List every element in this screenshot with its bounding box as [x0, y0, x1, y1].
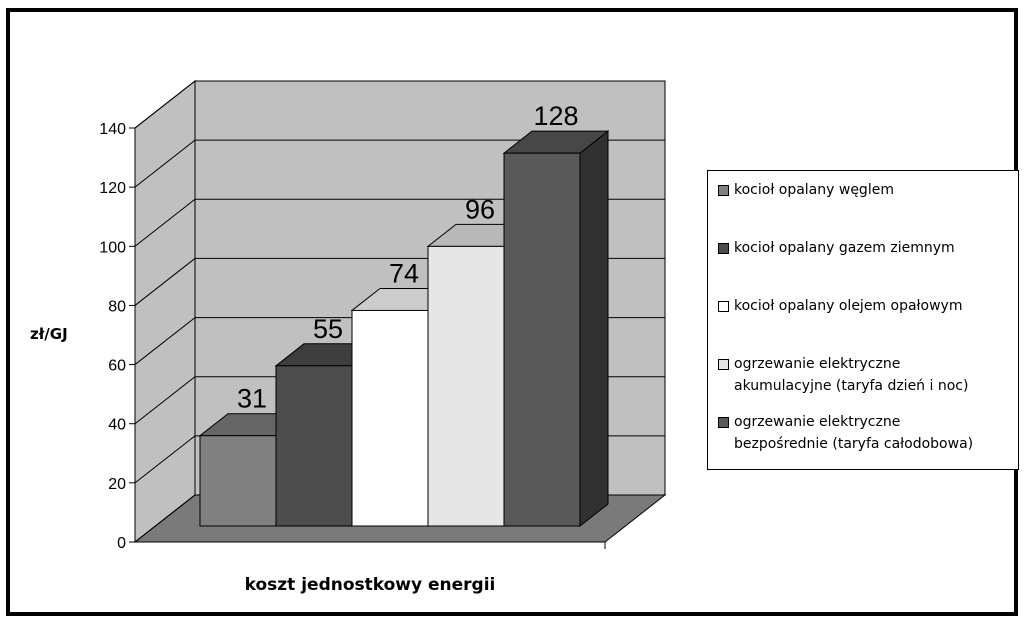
data-label: 74	[389, 258, 419, 288]
legend-item: ogrzewanie elektryczne akumulacyjne (tar…	[718, 353, 1014, 397]
y-tick-label: 40	[108, 417, 126, 434]
y-tick-label: 60	[108, 358, 126, 375]
legend-swatch	[718, 417, 729, 428]
legend-swatch	[718, 301, 729, 312]
y-tick-label: 80	[108, 298, 126, 315]
legend-label: kocioł opalany olejem opałowym	[734, 298, 963, 314]
y-tick-label: 140	[99, 121, 126, 138]
legend-swatch	[718, 359, 729, 370]
legend-swatch	[718, 243, 729, 254]
bar	[199, 435, 277, 527]
side-wall	[134, 79, 196, 544]
legend-label: ogrzewanie elektryczne bezpośrednie (tar…	[734, 414, 974, 452]
legend-item: ogrzewanie elektryczne bezpośrednie (tar…	[718, 411, 1014, 455]
legend: kocioł opalany węglem kocioł opalany gaz…	[707, 170, 1019, 470]
y-axis-label: zł/GJ	[30, 325, 68, 343]
bar	[275, 365, 353, 527]
y-tick-label: 0	[117, 535, 126, 552]
gridline	[134, 139, 665, 188]
y-tick-label: 100	[99, 239, 126, 256]
legend-label: ogrzewanie elektryczne akumulacyjne (tar…	[734, 356, 969, 394]
bar-side	[579, 130, 609, 528]
x-axis-label: koszt jednostkowy energii	[244, 575, 496, 595]
legend-swatch	[718, 185, 729, 196]
data-label: 128	[533, 101, 578, 131]
data-label: 96	[465, 194, 495, 224]
legend-label: kocioł opalany węglem	[734, 182, 894, 198]
bar	[427, 245, 505, 527]
legend-item: kocioł opalany olejem opałowym	[718, 295, 1014, 317]
legend-item: kocioł opalany węglem	[718, 179, 1014, 201]
y-tick-label: 20	[108, 476, 126, 493]
y-tick-label: 120	[99, 180, 126, 197]
data-label: 31	[237, 384, 267, 414]
bar	[503, 152, 581, 527]
data-label: 55	[313, 314, 343, 344]
bar	[351, 309, 429, 527]
legend-item: kocioł opalany gazem ziemnym	[718, 237, 1014, 259]
gridline	[134, 80, 665, 129]
legend-label: kocioł opalany gazem ziemnym	[734, 240, 955, 256]
